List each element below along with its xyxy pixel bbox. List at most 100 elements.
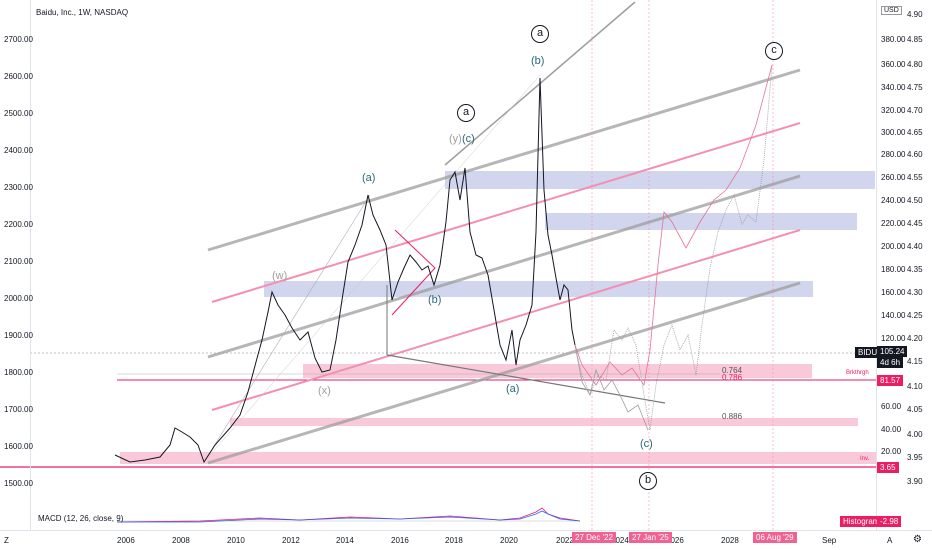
right-tick-outer: 4.70	[907, 106, 923, 115]
guide-2	[203, 74, 541, 463]
projection-3	[574, 64, 773, 387]
inv-tag: 3.65	[877, 462, 899, 473]
right-tick-inner: 320.00	[881, 106, 906, 115]
gear-icon[interactable]: ⚙	[913, 534, 922, 545]
wave-c1: (c)	[462, 133, 475, 145]
right-tick-outer: 4.45	[907, 219, 923, 228]
wave-x: (x)	[318, 385, 331, 397]
zone-pink-2	[230, 418, 858, 426]
bottom-axis[interactable]: Z 2006 2008 2010 2012 2014 2016 2018 202…	[0, 530, 932, 550]
left-tick: 1800.00	[4, 368, 33, 377]
right-tick-inner: 340.00	[881, 83, 906, 92]
currency-badge[interactable]: USD	[881, 6, 902, 15]
right-tick-outer: 4.50	[907, 196, 923, 205]
countdown-tag: 4d 6h	[877, 357, 904, 368]
right-tick-inner: 120.00	[881, 334, 906, 343]
x-tick: 2010	[227, 536, 245, 545]
left-tick: 2500.00	[4, 109, 33, 118]
macd-hist-label: Histogram	[840, 516, 883, 527]
x-tick: 2012	[282, 536, 300, 545]
right-tick-inner: 180.00	[881, 265, 906, 274]
right-tick-outer: 4.25	[907, 311, 923, 320]
projection-1	[574, 64, 773, 431]
symbol-tag: BIDU	[855, 347, 881, 358]
circle-b-bottom: b	[639, 472, 657, 490]
wave-a3: (a)	[506, 383, 520, 395]
right-tick-inner: 140.00	[881, 311, 906, 320]
z-label[interactable]: Z	[4, 536, 9, 545]
inv-label: Inv.	[860, 456, 870, 462]
price-line	[114, 77, 576, 464]
right-tick-outer: 4.20	[907, 334, 923, 343]
left-axis[interactable]: 2700.00 2600.00 2500.00 2400.00 2300.00 …	[0, 0, 33, 530]
right-tick-outer: 4.65	[907, 128, 923, 137]
channel-bottom	[207, 281, 801, 465]
left-tick: 1700.00	[4, 405, 33, 414]
wave-b1: (b)	[428, 294, 442, 306]
fib-786: 0.786	[722, 373, 743, 382]
projection-2	[574, 344, 649, 431]
zone-pink-1	[303, 364, 812, 378]
x-tick: 2020	[500, 536, 518, 545]
fib-764: 0.764	[722, 366, 743, 375]
right-tick-outer: 4.90	[907, 10, 923, 19]
left-tick: 2400.00	[4, 146, 33, 155]
x-tick: 2014	[336, 536, 354, 545]
macd-signal	[117, 510, 581, 523]
right-tick-outer: 4.80	[907, 60, 923, 69]
left-tick: 1600.00	[4, 442, 33, 451]
date-tag-3: 06 Aug '29	[753, 532, 797, 543]
channel-top	[207, 68, 801, 252]
x-tick: 2026	[666, 536, 684, 545]
a-label[interactable]: A	[887, 536, 893, 545]
zone-pink-3	[120, 452, 876, 464]
x-tick: 2018	[445, 536, 463, 545]
circle-c-top: c	[765, 42, 783, 60]
chart-title: Baidu, Inc., 1W, NASDAQ	[36, 8, 129, 17]
wave-w: (w)	[272, 270, 288, 282]
right-tick-inner: 160.00	[881, 288, 906, 297]
date-tag-2: 27 Jan '25	[629, 532, 672, 543]
wave-y: (y)	[449, 133, 462, 145]
zone-blue-1	[445, 171, 875, 189]
x-tick: 2024	[611, 536, 629, 545]
wave-b2: (b)	[531, 55, 545, 67]
guide-1	[203, 194, 371, 463]
channel-mid	[207, 174, 801, 359]
left-tick: 2000.00	[4, 294, 33, 303]
right-tick-inner: 280.00	[881, 150, 906, 159]
wave-a1: (a)	[362, 172, 376, 184]
right-tick-outer: 4.35	[907, 265, 923, 274]
zone-blue-3	[264, 281, 813, 297]
brkthrgh-tag: 81.57	[877, 375, 904, 386]
right-tick-inner: 200.00	[881, 242, 906, 251]
right-tick-outer: 3.95	[907, 453, 923, 462]
right-tick-outer: 4.55	[907, 173, 923, 182]
circle-a-top: a	[531, 25, 549, 43]
right-tick-outer: 3.90	[907, 477, 923, 486]
left-tick: 2600.00	[4, 72, 33, 81]
lower-trend	[386, 354, 666, 404]
right-tick-outer: 4.00	[907, 430, 923, 439]
right-tick-outer: 4.10	[907, 382, 923, 391]
x-tick: 2022	[556, 536, 574, 545]
left-tick: 1500.00	[4, 479, 33, 488]
x-tick: 2008	[172, 536, 190, 545]
x-tick: Sep	[822, 536, 837, 545]
right-tick-inner: 260.00	[881, 173, 906, 182]
right-tick-inner: 40.00	[881, 425, 902, 434]
macd-label: MACD (12, 26, close, 9)	[38, 514, 124, 523]
right-tick-outer: 4.15	[907, 357, 923, 366]
right-tick-outer: 4.75	[907, 83, 923, 92]
right-tick-inner: 220.00	[881, 219, 906, 228]
wave-c-small: (c)	[640, 438, 653, 450]
right-axis[interactable]: USD 4.90 380.00 4.85 360.00 4.80 340.00 …	[876, 0, 932, 530]
macd-line	[116, 507, 581, 523]
triangle	[391, 229, 436, 316]
date-tag-1: 27 Dec '22	[572, 532, 616, 543]
x-tick: 2006	[117, 536, 135, 545]
right-tick-inner: 240.00	[881, 196, 906, 205]
pink-channel-2	[211, 229, 801, 411]
left-tick: 2700.00	[4, 35, 33, 44]
